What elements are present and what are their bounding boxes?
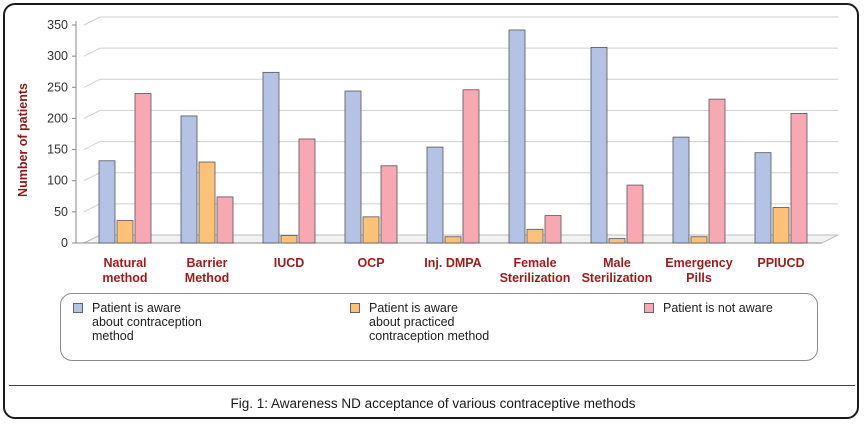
- y-axis-title: Number of patients: [16, 83, 30, 197]
- bar: [98, 160, 116, 244]
- bar: [626, 184, 644, 244]
- x-tick-label-line: OCP: [357, 256, 384, 270]
- y-tick-label: 100: [47, 174, 68, 188]
- legend-swatch-aware: [73, 303, 83, 313]
- y-tick-label: 350: [47, 18, 68, 32]
- bar: [508, 29, 526, 244]
- legend-label-aware: Patient is aware about contraception met…: [92, 301, 202, 343]
- legend-label-not-aware: Patient is not aware: [663, 301, 773, 315]
- bar: [198, 161, 216, 244]
- x-tick-label-line: Method: [185, 271, 229, 285]
- legend-item-practiced: Patient is aware about practiced contrac…: [350, 301, 489, 343]
- x-tick-label: Barrier Method: [185, 256, 229, 285]
- legend: Patient is aware about contraception met…: [60, 293, 818, 361]
- bar: [262, 71, 280, 244]
- y-tick-label: 250: [47, 80, 68, 94]
- x-tick-label: Natural method: [102, 256, 147, 285]
- gridline-diagonal: [83, 172, 101, 182]
- x-tick-label: Male Sterilization: [582, 256, 653, 285]
- bar: [772, 207, 790, 244]
- bar: [180, 115, 198, 244]
- bar: [134, 93, 152, 244]
- bar: [216, 196, 234, 244]
- bar: [426, 146, 444, 244]
- legend-swatch-not-aware: [644, 303, 654, 313]
- gridline-diagonal: [83, 78, 101, 88]
- x-tick-label-line: Emergency: [665, 256, 732, 270]
- bar: [444, 236, 462, 244]
- x-tick-label: Emergency Pills: [665, 256, 732, 285]
- x-tick-label-line: method: [102, 271, 147, 285]
- x-tick-label-line: Natural: [103, 256, 146, 270]
- gridline-diagonal: [83, 16, 101, 26]
- x-tick-label: PPIUCD: [757, 256, 804, 270]
- x-tick-label: IUCD: [274, 256, 305, 270]
- x-tick-label: Inj. DMPA: [424, 256, 481, 270]
- y-tick-label: 150: [47, 143, 68, 157]
- caption-divider: [9, 385, 855, 386]
- bar: [298, 138, 316, 244]
- x-tick-label-line: Female: [513, 256, 556, 270]
- x-tick-label-line: IUCD: [274, 256, 305, 270]
- legend-item-not-aware: Patient is not aware: [644, 301, 773, 315]
- bar: [672, 136, 690, 244]
- gridline-diagonal: [83, 47, 101, 57]
- x-tick-label-line: Inj. DMPA: [424, 256, 481, 270]
- bar: [708, 98, 726, 244]
- bar: [344, 90, 362, 244]
- gridline-diagonal: [83, 109, 101, 119]
- bar: [608, 238, 626, 244]
- legend-item-aware: Patient is aware about contraception met…: [73, 301, 202, 343]
- bar: [754, 152, 772, 244]
- x-tick-label-line: Barrier: [187, 256, 228, 270]
- bar: [280, 235, 298, 244]
- x-tick-label: Female Sterilization: [500, 256, 571, 285]
- y-tick-label: 0: [61, 236, 68, 250]
- bar: [526, 228, 544, 244]
- x-tick-label: OCP: [357, 256, 384, 270]
- gridline-diagonal: [83, 141, 101, 151]
- legend-swatch-practiced: [350, 303, 360, 313]
- x-tick-label-line: Pills: [686, 271, 712, 285]
- bar: [380, 165, 398, 244]
- gridline-diagonal: [83, 203, 101, 213]
- figure-caption: Fig. 1: Awareness ND acceptance of vario…: [230, 396, 636, 411]
- y-tick-label: 200: [47, 111, 68, 125]
- bar: [790, 113, 808, 244]
- x-tick-label-line: Sterilization: [582, 271, 653, 285]
- x-tick-label-line: Sterilization: [500, 271, 571, 285]
- bar: [116, 220, 134, 244]
- bar: [590, 47, 608, 244]
- x-tick-label-line: PPIUCD: [757, 256, 804, 270]
- y-tick-label: 300: [47, 49, 68, 63]
- bar: [362, 216, 380, 244]
- y-tick-label: 50: [54, 205, 68, 219]
- bar: [462, 89, 480, 244]
- legend-label-practiced: Patient is aware about practiced contrac…: [369, 301, 490, 343]
- bar: [544, 215, 562, 244]
- bar-chart: 0 50 100 150 200 250 300 350 Number of patients N…: [16, 16, 839, 285]
- bar: [690, 236, 708, 244]
- x-tick-label-line: Male: [603, 256, 631, 270]
